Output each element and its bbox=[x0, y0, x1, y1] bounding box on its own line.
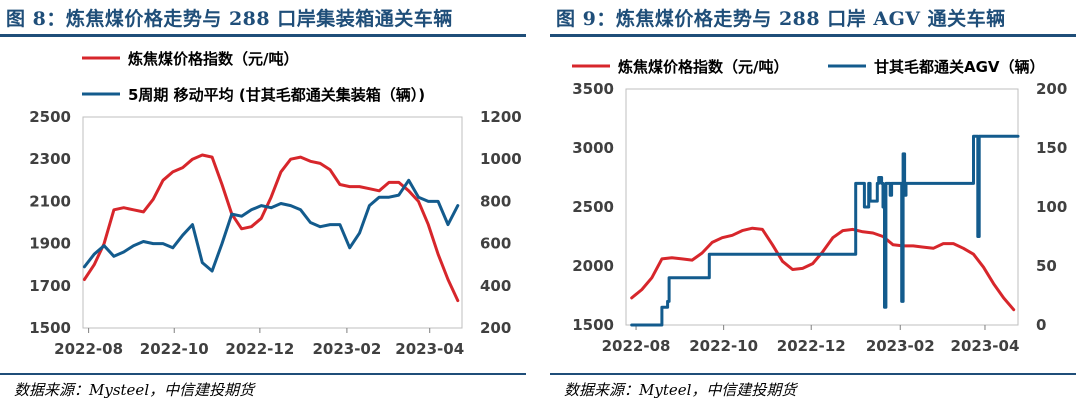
fig9-x-tick-label: 2023-02 bbox=[866, 337, 935, 355]
fig8-y-right-tick-label: 1200 bbox=[480, 108, 522, 126]
fig8-legend-label: 5周期 移动平均 (甘其毛都通关集装箱（辆）) bbox=[128, 86, 425, 104]
fig8-x-tick-label: 2022-10 bbox=[140, 340, 209, 358]
fig9-x-tick-label: 2023-04 bbox=[951, 337, 1020, 355]
fig8-series-price-line bbox=[82, 153, 460, 303]
fig9-series-vehicle-line bbox=[630, 134, 1020, 327]
fig8-x-tick-label: 2022-12 bbox=[225, 340, 294, 358]
figure-8-title-rule bbox=[0, 34, 526, 37]
figure-8-source: 数据来源：Mysteel，中信建投期货 bbox=[14, 381, 255, 399]
figure-9-panel: 图 9：炼焦煤价格走势与 288 口岸 AGV 通关车辆 2022-08 2022… bbox=[550, 0, 1080, 414]
fig8-y-right-tick-label: 1000 bbox=[480, 150, 522, 168]
fig8-x-tick-label: 2022-08 bbox=[54, 340, 123, 358]
fig9-y-right-tick-label: 100 bbox=[1036, 198, 1067, 216]
fig9-y-right-tick-label: 50 bbox=[1036, 257, 1057, 275]
fig8-y-left-tick-label: 1700 bbox=[29, 277, 71, 295]
figure-9-title: 图 9：炼焦煤价格走势与 288 口岸 AGV 通关车辆 bbox=[556, 8, 1006, 30]
fig8-x-tick-label: 2023-04 bbox=[395, 340, 464, 358]
fig9-y-left-tick-label: 1500 bbox=[572, 316, 614, 334]
fig8-y-left-tick-label: 2300 bbox=[29, 150, 71, 168]
fig9-y-right-tick-label: 0 bbox=[1036, 316, 1046, 334]
fig9-legend-label: 炼焦煤价格指数（元/吨） bbox=[618, 58, 788, 76]
figure-9-chart: 2022-08 2022-10 2022-12 2023-02 2023-04 3500 3… bbox=[572, 58, 1067, 355]
fig8-x-tick-label: 2023-02 bbox=[312, 340, 381, 358]
fig9-x-tick-label: 2022-08 bbox=[602, 337, 671, 355]
fig8-y-right-tick-label: 600 bbox=[480, 235, 511, 253]
fig9-y-right-tick-label: 200 bbox=[1036, 80, 1067, 98]
fig8-y-left-tick-label: 2100 bbox=[29, 192, 71, 210]
fig9-y-left-tick-label: 2000 bbox=[572, 257, 614, 275]
figure-8-title: 图 8：炼焦煤价格走势与 288 口岸集装箱通关车辆 bbox=[6, 8, 453, 30]
fig9-legend-label: 甘其毛都通关AGV（辆） bbox=[874, 58, 1045, 76]
fig8-y-left-tick-label: 1900 bbox=[29, 235, 71, 253]
fig9-y-left-tick-label: 3000 bbox=[572, 139, 614, 157]
fig9-x-tick-label: 2022-10 bbox=[689, 337, 758, 355]
fig8-plot-frame bbox=[82, 116, 463, 329]
fig9-y-left-tick-label: 2500 bbox=[572, 198, 614, 216]
figure-9-bottom-rule bbox=[550, 373, 1076, 375]
fig9-x-tick-label: 2022-12 bbox=[777, 337, 846, 355]
fig9-y-right-tick-label: 150 bbox=[1036, 139, 1067, 157]
figure-8-bottom-rule bbox=[0, 373, 526, 375]
fig8-y-right-tick-label: 800 bbox=[480, 192, 511, 210]
fig9-y-left-tick-label: 3500 bbox=[572, 80, 614, 98]
figure-8-panel: 图 8：炼焦煤价格走势与 288 口岸集装箱通关车辆 2022-08 2022-1… bbox=[0, 0, 530, 414]
fig8-series-vehicle-line bbox=[82, 178, 460, 273]
fig8-y-right-tick-label: 200 bbox=[480, 319, 511, 337]
figure-8-chart: 2022-08 2022-10 2022-12 2023-02 2023-04 2500 2… bbox=[29, 50, 522, 358]
fig8-y-left-tick-label: 1500 bbox=[29, 319, 71, 337]
figure-9-source: 数据来源：Myteel，中信建投期货 bbox=[564, 381, 797, 399]
fig9-series-price-line bbox=[630, 226, 1016, 312]
figure-9-title-rule bbox=[550, 34, 1076, 37]
fig8-legend-label: 炼焦煤价格指数（元/吨） bbox=[128, 50, 298, 68]
fig8-y-left-tick-label: 2500 bbox=[29, 108, 71, 126]
fig9-plot-frame bbox=[625, 88, 1019, 326]
fig8-y-right-tick-label: 400 bbox=[480, 277, 511, 295]
